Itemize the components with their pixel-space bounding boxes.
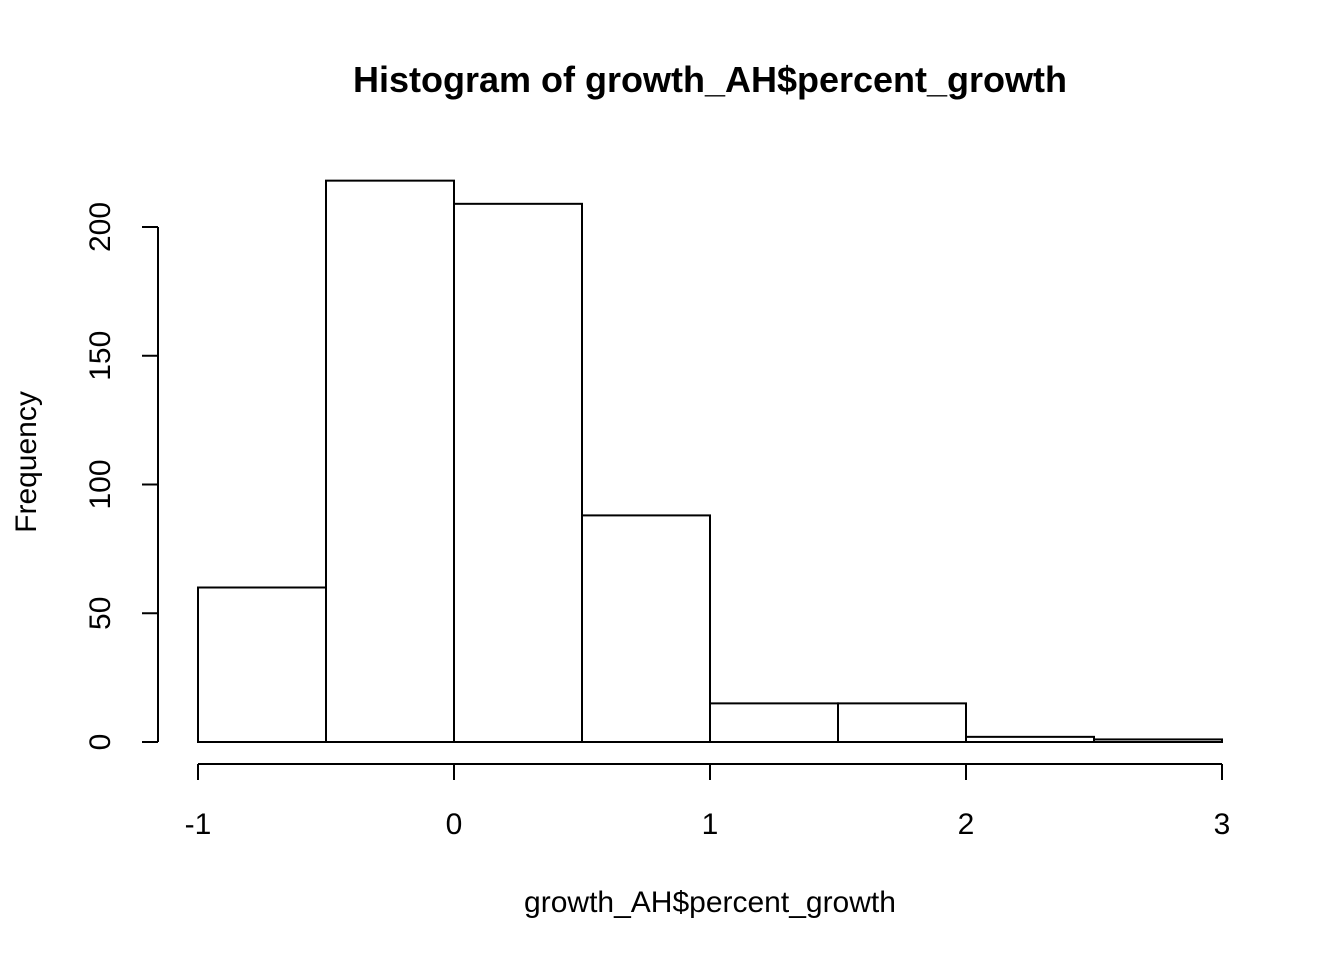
y-axis-label: Frequency — [10, 391, 43, 533]
histogram-bar — [197, 586, 327, 743]
x-tick-label: 2 — [958, 808, 975, 841]
x-tick-label: 3 — [1214, 808, 1231, 841]
histogram-bar — [709, 702, 839, 743]
histogram-bar — [1093, 738, 1223, 743]
y-tick-label: 150 — [84, 331, 117, 381]
y-tick-label: 0 — [84, 734, 117, 751]
y-tick-label: 100 — [84, 459, 117, 509]
chart-title: Histogram of growth_AH$percent_growth — [353, 59, 1067, 100]
histogram-bar — [581, 514, 711, 744]
x-tick-label: 0 — [446, 808, 463, 841]
x-tick-label: 1 — [702, 808, 719, 841]
histogram-bar — [965, 735, 1095, 743]
histogram-bar — [837, 702, 967, 743]
histogram-bar — [325, 179, 455, 743]
x-axis: -1 0 1 2 3 — [185, 763, 1231, 841]
y-axis: 0 50 100 150 200 — [84, 202, 159, 751]
x-tick-label: -1 — [185, 808, 212, 841]
y-tick-label: 200 — [84, 202, 117, 252]
bars-group — [197, 179, 1223, 744]
y-tick-label: 50 — [84, 597, 117, 630]
histogram-bar — [453, 202, 583, 743]
x-axis-label: growth_AH$percent_growth — [524, 886, 896, 919]
